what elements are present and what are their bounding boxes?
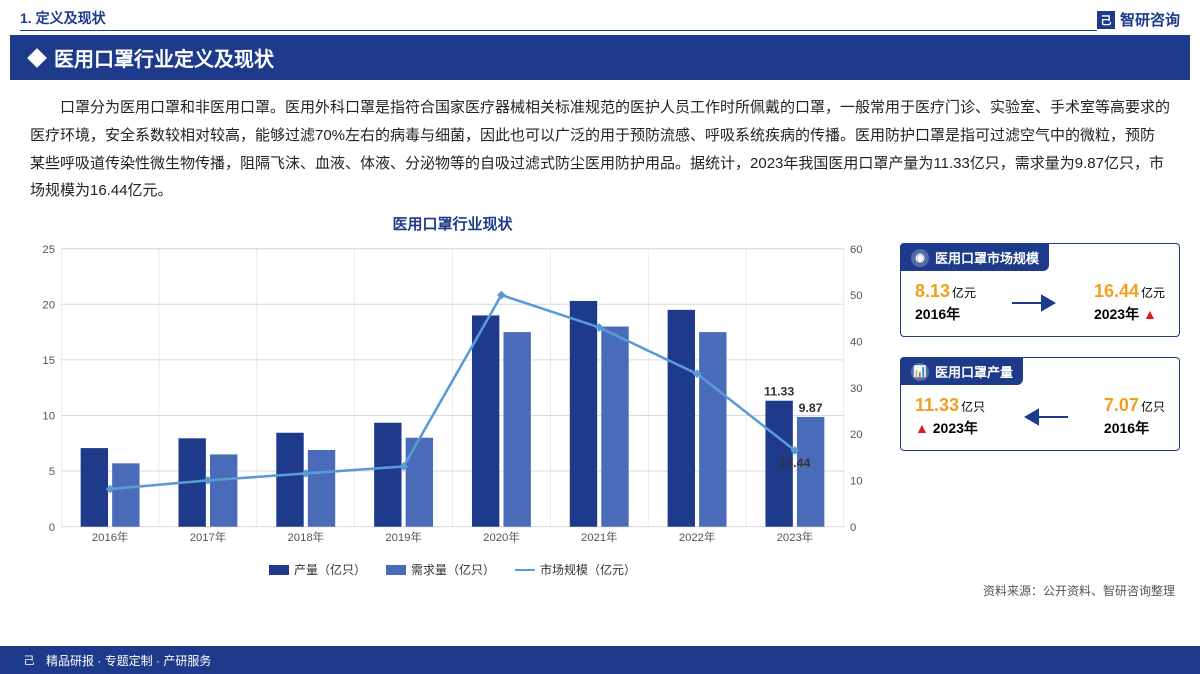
svg-text:2017年: 2017年 xyxy=(190,530,226,544)
svg-text:40: 40 xyxy=(850,336,863,348)
svg-text:0: 0 xyxy=(49,522,55,534)
card1-right-year: 2023年 xyxy=(1094,306,1139,322)
card2-right-year: 2016年 xyxy=(1104,418,1165,438)
card-market-scale: ◉医用口罩市场规模 8.13亿元 2016年 16.44亿元 2023年 ▲ xyxy=(900,243,1180,337)
chart-title: 医用口罩行业现状 xyxy=(20,213,885,234)
legend-swatch-demand xyxy=(386,565,406,575)
card2-right-unit: 亿只 xyxy=(1141,400,1165,414)
footer-bar: 己 精品研报 · 专题定制 · 产研服务 xyxy=(0,646,1200,674)
card1-left-value: 8.13 xyxy=(915,281,950,301)
svg-text:5: 5 xyxy=(49,466,55,478)
svg-text:25: 25 xyxy=(42,244,55,256)
chart-icon: 📊 xyxy=(911,363,929,381)
svg-text:2016年: 2016年 xyxy=(92,530,128,544)
legend-label-demand: 需求量（亿只） xyxy=(411,561,495,578)
svg-text:0: 0 xyxy=(850,522,856,534)
chart-container: 医用口罩行业现状 0 5 10 15 20 25 0 10 20 30 40 50 60 2016年 201… xyxy=(20,213,885,578)
card1-right-unit: 亿元 xyxy=(1141,286,1165,300)
legend-label-market: 市场规模（亿元） xyxy=(540,561,636,578)
svg-text:2022年: 2022年 xyxy=(679,530,715,544)
footer-text: 精品研报 · 专题定制 · 产研服务 xyxy=(46,652,211,669)
card1-title: 医用口罩市场规模 xyxy=(935,248,1039,267)
data-source: 资料来源：公开资料、智研咨询整理 xyxy=(0,582,1200,599)
brand-text: 智研咨询 xyxy=(1120,9,1180,30)
body-paragraph: 口罩分为医用口罩和非医用口罩。医用外科口罩是指符合国家医疗器械相关标准规范的医护… xyxy=(0,80,1200,213)
svg-text:2019年: 2019年 xyxy=(385,530,421,544)
chart-legend: 产量（亿只） 需求量（亿只） 市场规模（亿元） xyxy=(20,561,885,578)
card-production: 📊医用口罩产量 11.33亿只 ▲ 2023年 7.07亿只 2016年 xyxy=(900,357,1180,451)
svg-text:10: 10 xyxy=(850,476,863,488)
arrow-left-icon xyxy=(1020,405,1070,429)
legend-line-market xyxy=(515,569,535,571)
svg-text:2023年: 2023年 xyxy=(777,530,813,544)
svg-text:2018年: 2018年 xyxy=(288,530,324,544)
svg-text:11.33: 11.33 xyxy=(764,385,794,399)
svg-text:9.87: 9.87 xyxy=(799,401,823,415)
svg-text:20: 20 xyxy=(850,429,863,441)
svg-text:2021年: 2021年 xyxy=(581,530,617,544)
card2-left-value: 11.33 xyxy=(915,395,959,415)
brand-logo: 己 智研咨询 xyxy=(1097,9,1180,30)
card2-right-value: 7.07 xyxy=(1104,395,1139,415)
svg-text:15: 15 xyxy=(42,355,55,367)
card1-right-value: 16.44 xyxy=(1094,281,1139,301)
svg-text:20: 20 xyxy=(42,299,55,311)
card1-left-year: 2016年 xyxy=(915,304,976,324)
svg-text:10: 10 xyxy=(42,411,55,423)
card2-left-unit: 亿只 xyxy=(961,400,985,414)
legend-label-production: 产量（亿只） xyxy=(294,561,366,578)
card2-left-year: 2023年 xyxy=(933,420,978,436)
svg-text:16.44: 16.44 xyxy=(779,456,810,470)
svg-text:50: 50 xyxy=(850,290,863,302)
diamond-icon xyxy=(27,48,47,68)
section-title-bar: 医用口罩行业定义及现状 xyxy=(10,35,1190,80)
globe-icon: ◉ xyxy=(911,249,929,267)
brand-icon: 己 xyxy=(1097,11,1115,29)
card1-left-unit: 亿元 xyxy=(952,286,976,300)
breadcrumb: 1. 定义及现状 xyxy=(20,8,1097,31)
up-arrow-icon: ▲ xyxy=(1143,306,1157,322)
up-arrow-icon: ▲ xyxy=(915,420,929,436)
card2-title: 医用口罩产量 xyxy=(935,362,1013,381)
footer-icon: 己 xyxy=(20,651,38,669)
section-title: 医用口罩行业定义及现状 xyxy=(54,43,274,72)
svg-text:60: 60 xyxy=(850,244,863,256)
combo-chart: 0 5 10 15 20 25 0 10 20 30 40 50 60 2016年 2017年 2018年 20… xyxy=(20,238,885,558)
svg-text:2020年: 2020年 xyxy=(483,530,519,544)
arrow-right-icon xyxy=(1010,291,1060,315)
legend-swatch-production xyxy=(269,565,289,575)
svg-text:30: 30 xyxy=(850,383,863,395)
